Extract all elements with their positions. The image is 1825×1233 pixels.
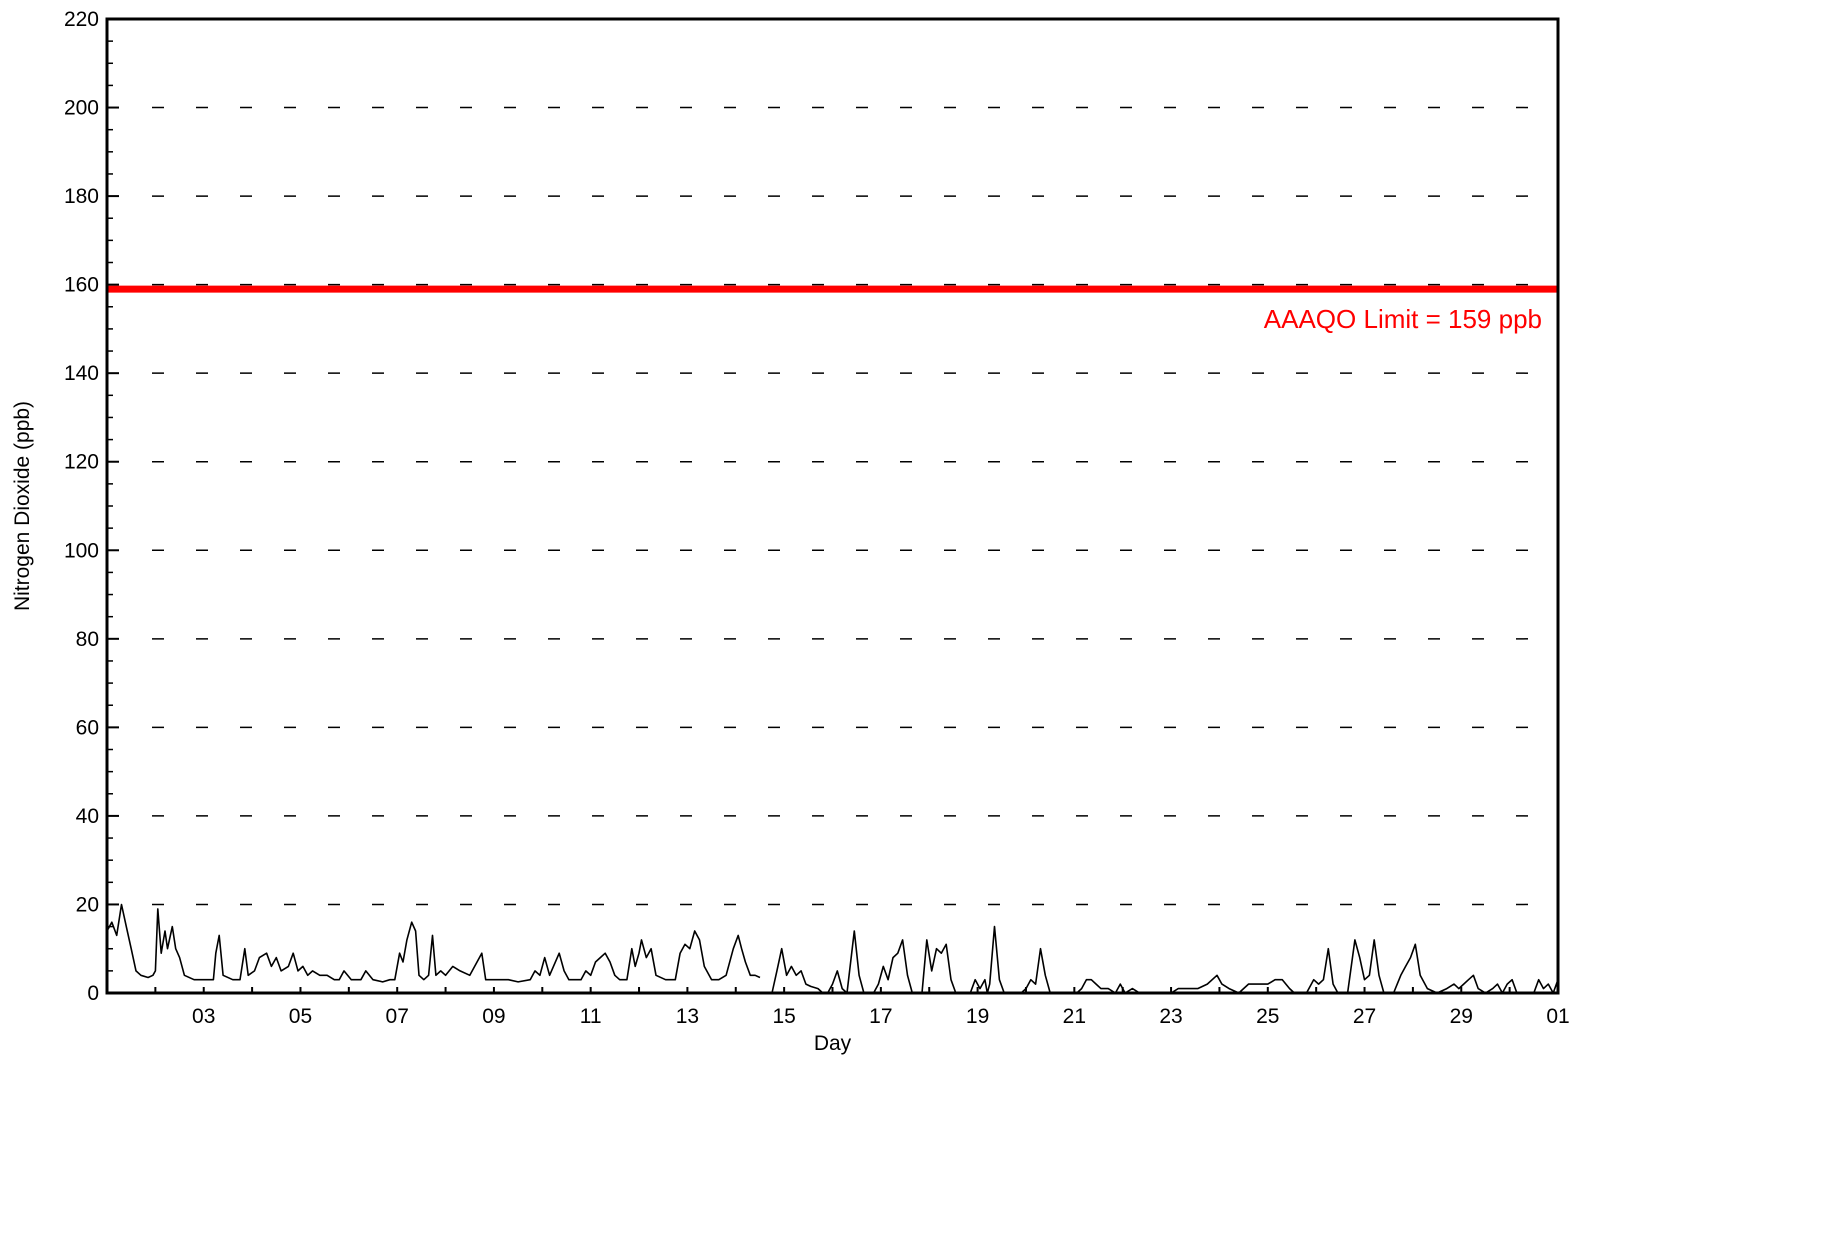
x-tick-label-23: 23	[1159, 1005, 1182, 1028]
y-tick-label-80: 80	[76, 628, 99, 651]
x-tick-label-21: 21	[1063, 1005, 1086, 1028]
x-tick-label-15: 15	[772, 1005, 795, 1028]
y-tick-label-60: 60	[76, 716, 99, 739]
y-tick-label-0: 0	[87, 982, 99, 1005]
y-tick-label-20: 20	[76, 893, 99, 916]
y-tick-label-160: 160	[64, 274, 99, 297]
series-segment-2	[771, 930, 865, 994]
x-tick-label-01: 01	[1546, 1005, 1569, 1028]
x-tick-label-05: 05	[289, 1005, 312, 1028]
aaaqo-limit-label: AAAQO Limit = 159 ppb	[1264, 304, 1542, 334]
plot-frame	[105, 17, 1560, 995]
series-segment-5	[1020, 947, 1051, 994]
y-axis: 0 20 40 60 80 100 120 140 160 180 200 220	[64, 8, 119, 1005]
y-tick-label-200: 200	[64, 97, 99, 120]
x-tick-label-29: 29	[1450, 1005, 1473, 1028]
x-axis: 03 05 07 09 11 13 15 17 19 21 23 25 27 29 01	[154, 987, 1570, 1028]
y-tick-label-220: 220	[64, 8, 99, 31]
x-tick-label-13: 13	[676, 1005, 699, 1028]
x-tick-label-03: 03	[192, 1005, 215, 1028]
series-segment-6	[1067, 939, 1559, 994]
grid-lines	[152, 106, 1558, 906]
x-tick-label-27: 27	[1353, 1005, 1376, 1028]
x-tick-label-07: 07	[386, 1005, 409, 1028]
y-tick-label-40: 40	[76, 805, 99, 828]
x-tick-label-19: 19	[966, 1005, 989, 1028]
x-tick-label-11: 11	[580, 1005, 602, 1028]
series-segment-3	[872, 939, 914, 994]
x-tick-label-09: 09	[482, 1005, 505, 1028]
x-tick-label-17: 17	[869, 1005, 892, 1028]
y-tick-label-120: 120	[64, 451, 99, 474]
y-tick-label-140: 140	[64, 362, 99, 385]
y-tick-label-180: 180	[64, 185, 99, 208]
no2-series	[106, 903, 1559, 994]
series-segment-1	[106, 903, 761, 983]
series-segment-4	[921, 925, 1005, 994]
y-tick-label-100: 100	[64, 539, 99, 562]
y-axis-title: Nitrogen Dioxide (ppb)	[11, 401, 34, 611]
x-axis-title: Day	[814, 1032, 852, 1055]
x-tick-label-25: 25	[1256, 1005, 1279, 1028]
